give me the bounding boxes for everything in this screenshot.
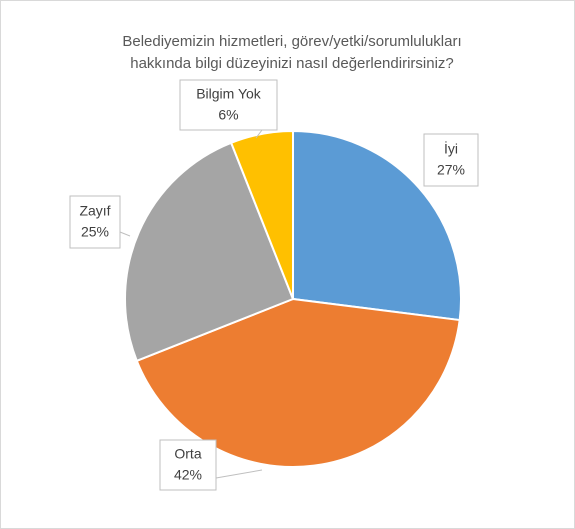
chart-title: Belediyemizin hizmetleri, görev/yetki/so… [122,33,461,50]
callout-line [215,469,263,479]
label-box [179,79,278,131]
data-label-name: İyi [444,140,458,157]
data-label-value: 42% [174,467,202,483]
data-label-value: 6% [218,107,238,123]
callout-line [119,231,131,237]
pie-slice [229,129,294,300]
data-label-name: Zayıf [79,203,110,219]
label-box [423,133,479,187]
pie-slice [135,297,461,468]
chart-title: hakkında bilgi düzeyinizi nasıl değerlen… [130,55,454,72]
label-box [159,439,217,491]
pie-slice [124,141,295,363]
label-box [69,195,121,249]
pie-slice [292,129,462,322]
data-label-value: 25% [81,224,109,240]
data-label-name: Bilgim Yok [196,86,262,102]
callout-line [255,129,263,139]
data-label-value: 27% [437,162,465,178]
data-label-name: Orta [174,446,201,462]
